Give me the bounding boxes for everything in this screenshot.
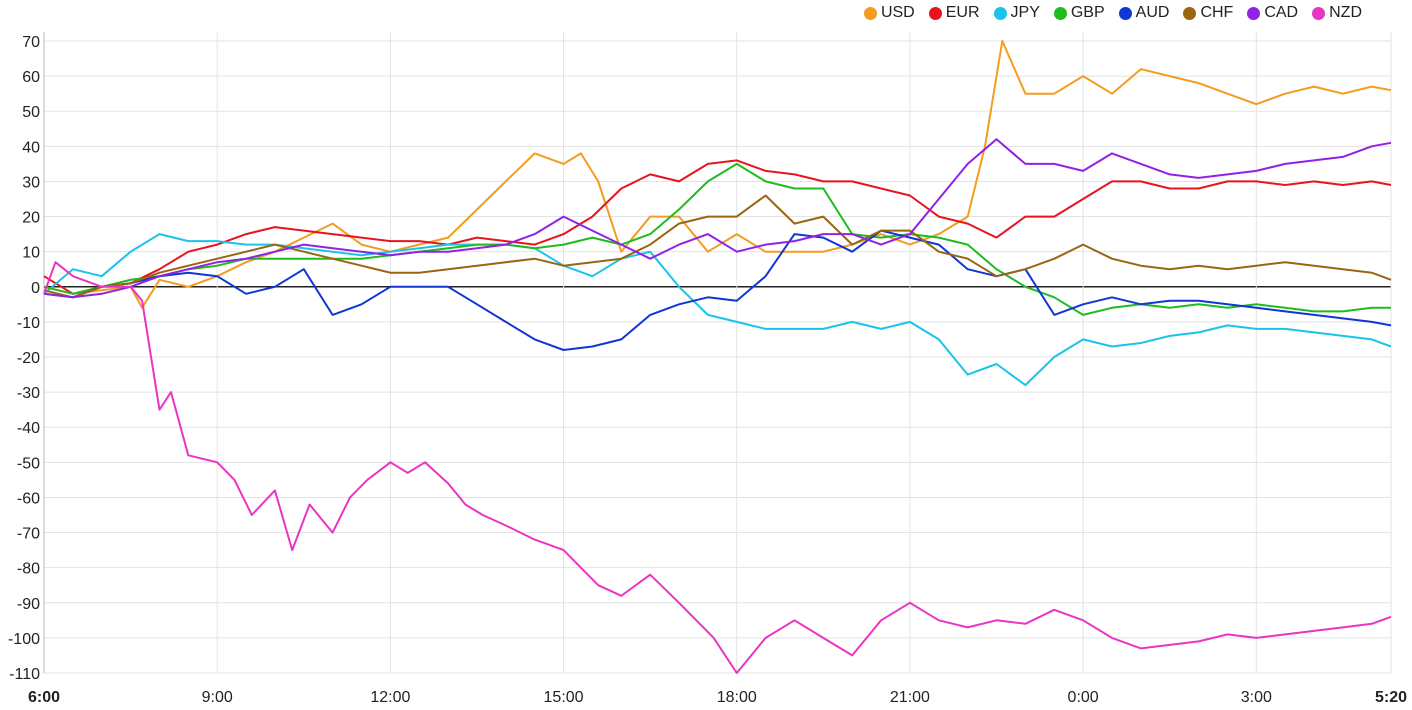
series-line-gbp [43,162,1391,316]
x-tick-label: 15:00 [544,689,584,706]
y-tick-label: -80 [17,561,40,578]
y-tick-label: 10 [22,245,40,262]
legend-item-nzd[interactable]: NZD [1312,4,1362,22]
legend-marker [1247,6,1261,20]
legend-item-aud[interactable]: AUD [1118,4,1170,22]
legend-marker [1183,6,1197,20]
y-tick-label: -40 [17,420,40,437]
legend-item-usd[interactable]: USD [863,4,915,22]
y-tick-label: 50 [22,104,40,121]
legend-label: NZD [1329,4,1362,21]
y-tick-label: -100 [8,631,40,648]
y-tick-label: -10 [17,315,40,332]
legend-item-gbp[interactable]: GBP [1053,4,1105,22]
y-tick-label: -30 [17,385,40,402]
x-tick-label: 6:00 [28,689,60,706]
series-line-aud [43,229,1392,351]
y-tick-label: 0 [31,280,40,297]
legend-label: CHF [1200,4,1234,21]
y-tick-label: -60 [17,490,40,507]
y-tick-label: 70 [22,34,40,51]
legend-item-eur[interactable]: EUR [928,4,980,22]
legend-label: EUR [945,4,980,21]
series-line-jpy [43,233,1392,387]
legend-marker [1118,6,1132,20]
legend-label: GBP [1070,4,1105,21]
y-tick-label: -110 [9,666,40,683]
legend-item-chf[interactable]: CHF [1183,4,1233,22]
legend-marker [928,6,942,20]
series-line-chf [43,194,1392,299]
chart-legend: USD EUR JPY GBP AUD CHF CAD NZD [850,4,1362,22]
series-line-cad [43,138,1392,299]
y-tick-label: -20 [17,350,40,367]
legend-marker [1312,6,1326,20]
legend-item-cad[interactable]: CAD [1247,4,1298,22]
x-tick-label: 0:00 [1068,689,1099,706]
y-tick-label: 40 [22,139,40,156]
legend-label: USD [880,4,915,21]
legend-item-jpy[interactable]: JPY [993,4,1040,22]
x-tick-label: 5:20 [1375,689,1407,706]
x-tick-label: 3:00 [1241,689,1272,706]
y-tick-label: 30 [22,174,40,191]
x-tick-label: 18:00 [717,689,757,706]
x-tick-label: 12:00 [370,689,410,706]
legend-marker [993,6,1007,20]
x-tick-label: 9:00 [202,689,233,706]
legend-marker [863,6,877,20]
y-tick-label: 20 [22,210,40,227]
legend-label: AUD [1135,4,1170,21]
series-line-nzd [43,261,1392,674]
y-tick-label: -70 [17,526,40,543]
y-tick-label: -50 [17,455,40,472]
legend-label: CAD [1264,4,1299,21]
legend-label: JPY [1010,4,1040,21]
legend-marker [1053,6,1067,20]
series-line-eur [43,159,1392,295]
y-tick-label: 60 [22,69,40,86]
y-tick-label: -90 [17,596,40,613]
x-tick-label: 21:00 [890,689,930,706]
